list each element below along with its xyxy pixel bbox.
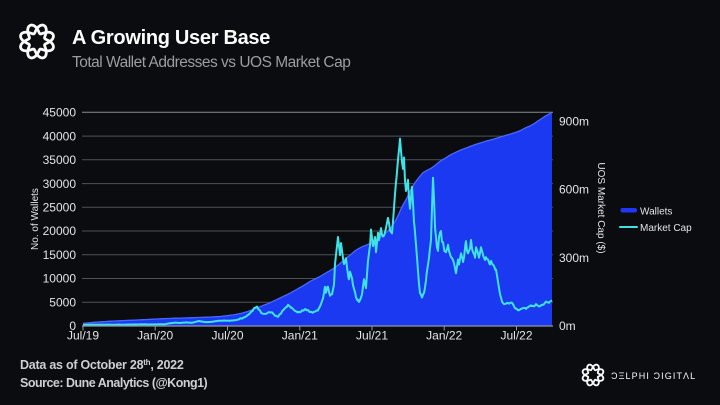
svg-text:35000: 35000 [43, 153, 77, 167]
svg-text:40000: 40000 [43, 129, 77, 143]
svg-text:25000: 25000 [43, 201, 77, 215]
svg-text:900m: 900m [559, 114, 589, 128]
svg-text:Jan/22: Jan/22 [426, 329, 462, 343]
svg-text:Jul/22: Jul/22 [500, 329, 532, 343]
svg-text:Jul/21: Jul/21 [356, 329, 388, 343]
svg-text:15000: 15000 [43, 248, 77, 262]
svg-text:10000: 10000 [43, 272, 77, 286]
svg-text:30000: 30000 [43, 177, 77, 191]
svg-text:600m: 600m [559, 183, 589, 197]
svg-text:5000: 5000 [49, 296, 76, 310]
svg-text:45000: 45000 [43, 106, 77, 120]
svg-text:Jan/21: Jan/21 [282, 329, 318, 343]
svg-text:Jul/20: Jul/20 [211, 329, 243, 343]
svg-text:0: 0 [69, 319, 76, 333]
svg-text:20000: 20000 [43, 224, 77, 238]
svg-text:Market Cap: Market Cap [640, 223, 692, 234]
svg-text:300m: 300m [559, 251, 589, 265]
svg-text:Wallets: Wallets [640, 207, 672, 218]
svg-text:Jan/20: Jan/20 [137, 329, 173, 343]
svg-text:No. of Wallets: No. of Wallets [30, 188, 41, 250]
svg-text:UOS Market Cap ($): UOS Market Cap ($) [595, 162, 606, 253]
svg-text:0m: 0m [559, 319, 576, 333]
svg-text:Jul/19: Jul/19 [67, 329, 99, 343]
